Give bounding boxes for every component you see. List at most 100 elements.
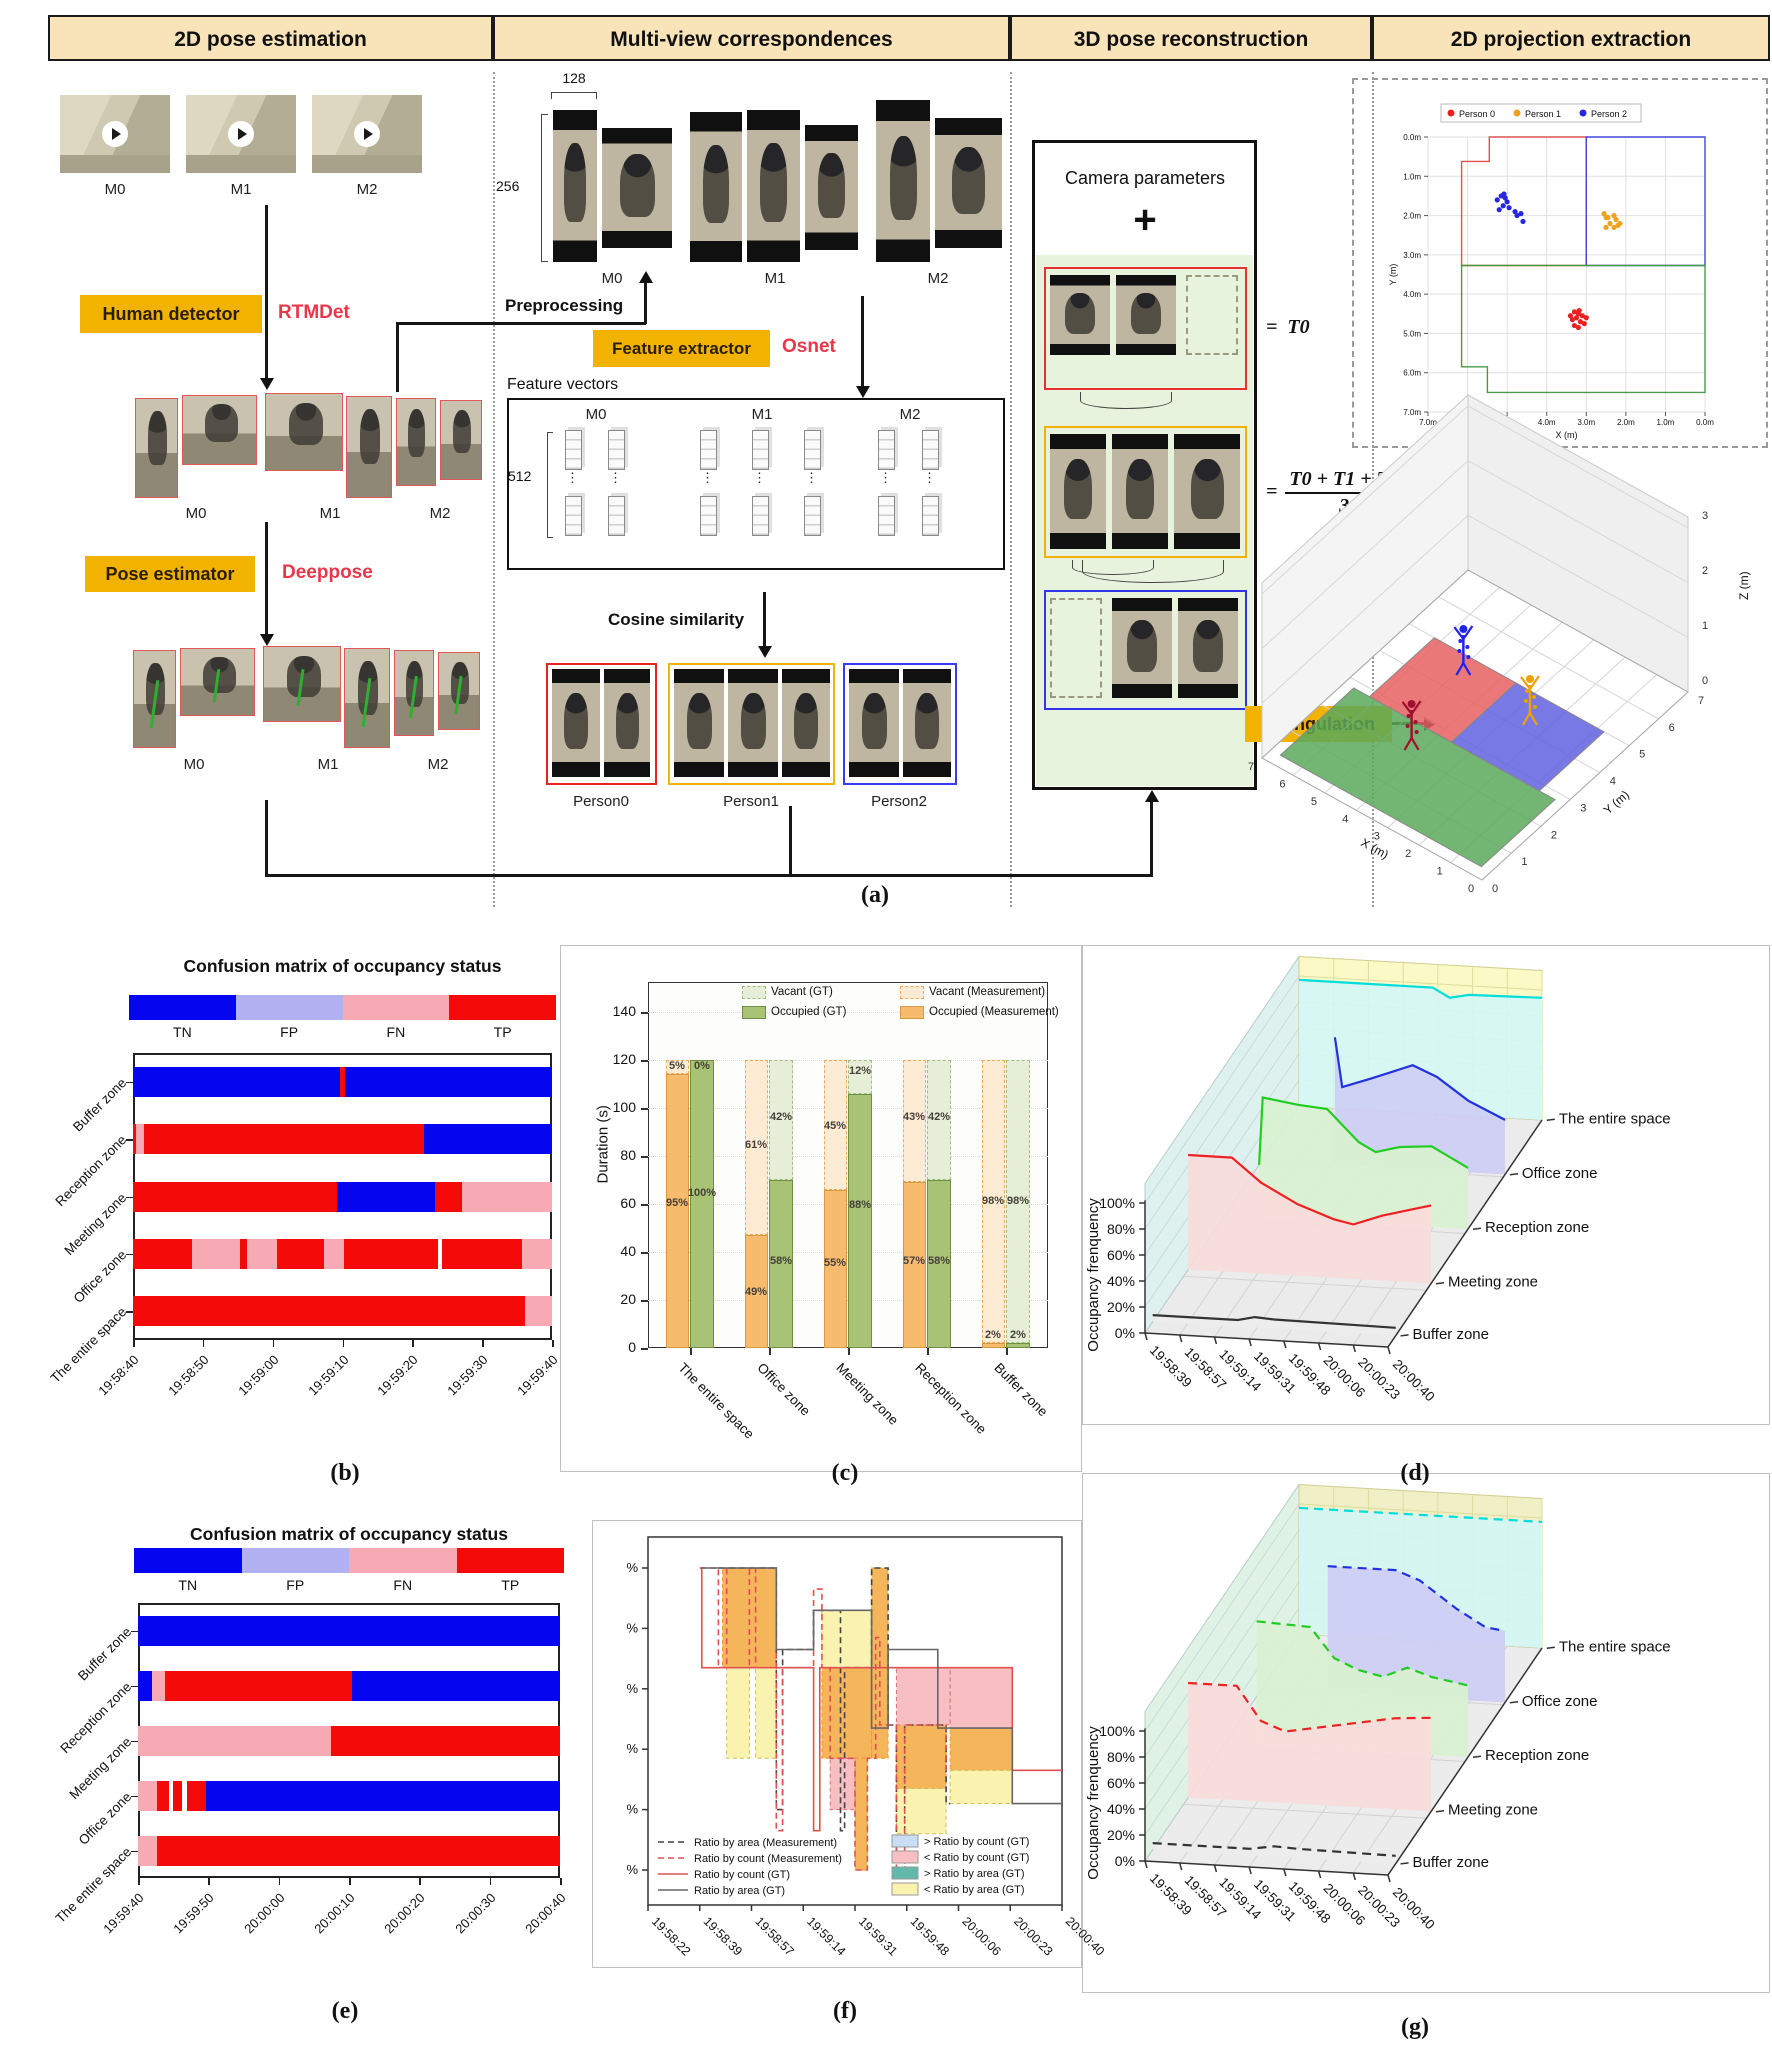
preprocessed-crop xyxy=(935,118,1002,248)
ytick xyxy=(641,1060,648,1062)
occupancy-3d-chart-g: The entire space Office zone Reception zon… xyxy=(1085,1482,1671,1932)
zone-label: Buffer zone xyxy=(70,1074,130,1135)
zone-line xyxy=(1298,1506,1543,1523)
detection-crop xyxy=(346,396,392,498)
osnet-label: Osnet xyxy=(782,336,836,357)
person1-group xyxy=(668,663,835,785)
ytick-label: 7.0m xyxy=(1403,408,1421,417)
xtick xyxy=(1387,1346,1391,1355)
match-crop xyxy=(1174,434,1240,549)
occupied-meas-bar xyxy=(982,1343,1005,1348)
camera-label: M1 xyxy=(751,406,773,423)
legend-label: Occupied (GT) xyxy=(771,1006,847,1018)
legend-label: Occupied (Measurement) xyxy=(929,1006,1059,1018)
zone-label: The entire space xyxy=(47,1304,130,1387)
y-axis-label: Y (m) xyxy=(1388,264,1398,286)
match-arc xyxy=(1082,560,1224,583)
ytick xyxy=(131,1630,138,1632)
ytick-label: 4 xyxy=(1610,776,1616,788)
chart-title: Confusion matrix of occupancy status xyxy=(183,956,502,976)
xtick xyxy=(412,1340,414,1347)
bar-value-label: 55% xyxy=(823,1257,847,1269)
skeleton-arm xyxy=(1401,701,1413,715)
wall-grid xyxy=(1467,514,1689,638)
connector xyxy=(1150,798,1153,876)
ytick xyxy=(126,1139,133,1141)
play-icon[interactable] xyxy=(354,121,380,147)
xtick-label: 1 xyxy=(1437,866,1443,878)
arrow-down-icon xyxy=(758,646,772,658)
deeppose-label: Deeppose xyxy=(282,562,373,583)
wall-grid xyxy=(1298,1503,1543,1519)
camera-label: M1 xyxy=(317,756,339,773)
wall-grid xyxy=(1144,1503,1300,1732)
legend-label: Person 0 xyxy=(1459,109,1495,119)
skeleton-head xyxy=(1407,699,1416,708)
connector xyxy=(265,205,268,378)
confusion-segment xyxy=(186,1780,207,1811)
scatter-dot xyxy=(1617,220,1623,227)
xtick-label: 0.0m xyxy=(1696,418,1714,427)
header-2d-projection: 2D projection extraction xyxy=(1372,15,1770,61)
scatter-dot xyxy=(1571,309,1578,315)
detection-crop xyxy=(396,398,436,486)
z-axis-label: Z (m) xyxy=(1737,571,1751,600)
zone-tick xyxy=(1400,1334,1409,1337)
bar-value-label: 98% xyxy=(981,1194,1005,1207)
xtick xyxy=(1144,1332,1148,1341)
x-axis xyxy=(1144,1332,1389,1348)
xtick-label: 2.0m xyxy=(1617,418,1635,427)
arrow-up-icon xyxy=(1145,790,1159,802)
ztick-label: 2 xyxy=(1702,565,1708,577)
skeleton-leg xyxy=(1462,662,1472,676)
legend-label: Ratio by count (Measurement) xyxy=(694,1853,842,1865)
play-icon[interactable] xyxy=(102,121,128,147)
legend-label: Ratio by area (Measurement) xyxy=(694,1837,837,1849)
bar-value-label: 2% xyxy=(985,1329,1001,1341)
vector-dots: ⋮ xyxy=(566,470,579,485)
pose-crop xyxy=(263,646,341,722)
xtick-label: 5 xyxy=(1311,796,1317,808)
legend-swatch xyxy=(900,986,924,999)
zone-tick xyxy=(1400,1862,1409,1865)
zone-line xyxy=(1188,1153,1432,1226)
occupied-gt-bar xyxy=(848,1093,872,1348)
xtick-label: 19:59:14 xyxy=(804,1914,848,1958)
scatter-dot xyxy=(1504,199,1510,205)
skeleton-joint xyxy=(1532,704,1537,709)
play-icon[interactable] xyxy=(228,121,254,147)
gridline xyxy=(648,1012,1048,1013)
vacant-meas-bar xyxy=(824,1060,847,1190)
camera-video-m0 xyxy=(60,95,170,173)
confusion-segment xyxy=(438,1238,442,1269)
vacant-meas-bar xyxy=(666,1060,689,1075)
zone-line xyxy=(1298,978,1543,999)
person-crop xyxy=(604,669,650,777)
occupied-gt-bar xyxy=(1006,1343,1030,1348)
plot-frame xyxy=(1427,136,1706,413)
xtick xyxy=(1248,1338,1252,1347)
header-3d-pose-reconstruction: 3D pose reconstruction xyxy=(1010,15,1372,61)
connector xyxy=(396,322,399,392)
zone-label: Reception zone xyxy=(57,1678,135,1756)
legend-dot xyxy=(1579,109,1587,117)
skeleton-joint xyxy=(1465,645,1470,650)
zone-label: Buffer zone xyxy=(75,1623,135,1683)
panel-f-frame xyxy=(592,1520,1082,1968)
confusion-segment xyxy=(324,1238,345,1269)
person-crop xyxy=(552,669,600,777)
confusion-segment xyxy=(345,1066,552,1097)
ratio-line xyxy=(699,1567,951,1871)
confusion-segment xyxy=(173,1780,183,1811)
bar-value-label: 43% xyxy=(902,1110,926,1123)
camera-label: M1 xyxy=(230,181,252,198)
confusion-segment xyxy=(136,1124,144,1155)
person-label: Person0 xyxy=(573,793,629,810)
xtick-label: 19:59:48 xyxy=(908,1914,952,1958)
feature-vectors-box xyxy=(507,398,1005,570)
confusion-segment xyxy=(434,1181,462,1212)
rtmdet-label: RTMDet xyxy=(278,302,350,323)
ytick-label: 60 xyxy=(620,1195,636,1211)
scatter-dot xyxy=(1573,315,1579,321)
zone-tick xyxy=(1435,1809,1445,1813)
